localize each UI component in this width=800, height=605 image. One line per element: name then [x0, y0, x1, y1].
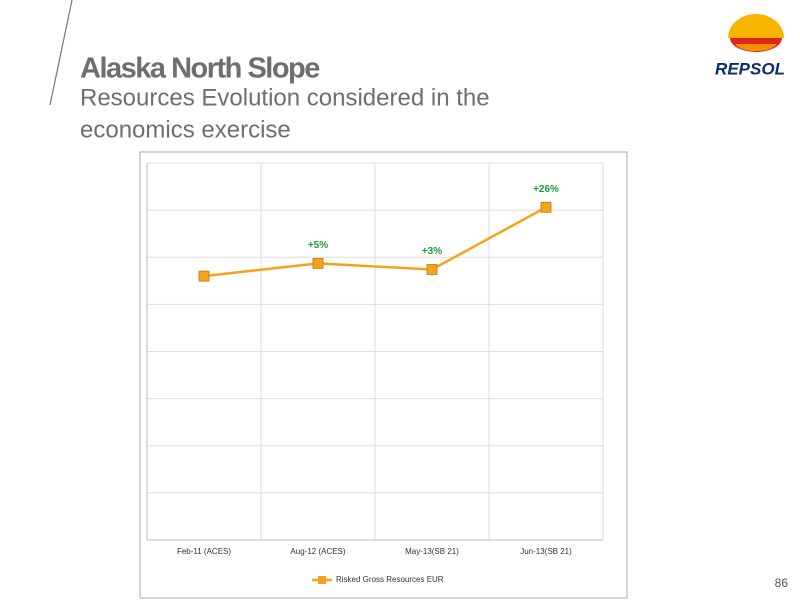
- series-line: [203, 206, 547, 278]
- annotation: +26%: [533, 184, 559, 195]
- subtitle: economics exercise: [80, 116, 291, 143]
- decor-line: [49, 0, 73, 106]
- chart: Feb-11 (ACES) Aug-12 (ACES) May-13(SB 21) J…: [146, 162, 604, 584]
- x-tick-label: Jun-13(SB 21): [520, 547, 572, 556]
- legend-label: Risked Gross Resources EUR: [336, 575, 444, 584]
- data-point: [540, 201, 552, 213]
- chart-frame: [139, 151, 628, 599]
- logo: REPSOL: [715, 14, 785, 78]
- x-tick-label: Feb-11 (ACES): [177, 547, 231, 556]
- logo-shape: [735, 44, 777, 52]
- data-point: [312, 257, 324, 269]
- page-number: 86: [775, 576, 789, 590]
- annotation: +3%: [422, 246, 442, 257]
- logo-text: REPSOL: [715, 59, 785, 78]
- subtitle: Resources Evolution considered in the: [80, 84, 490, 111]
- logo-shape: [728, 14, 784, 38]
- x-tick-label: May-13(SB 21): [405, 547, 459, 556]
- data-point: [426, 264, 438, 275]
- data-point: [198, 270, 210, 282]
- legend-marker: [318, 576, 326, 584]
- title: Alaska North Slope: [80, 53, 320, 85]
- annotation: +5%: [308, 240, 328, 251]
- x-tick-label: Aug-12 (ACES): [290, 547, 345, 556]
